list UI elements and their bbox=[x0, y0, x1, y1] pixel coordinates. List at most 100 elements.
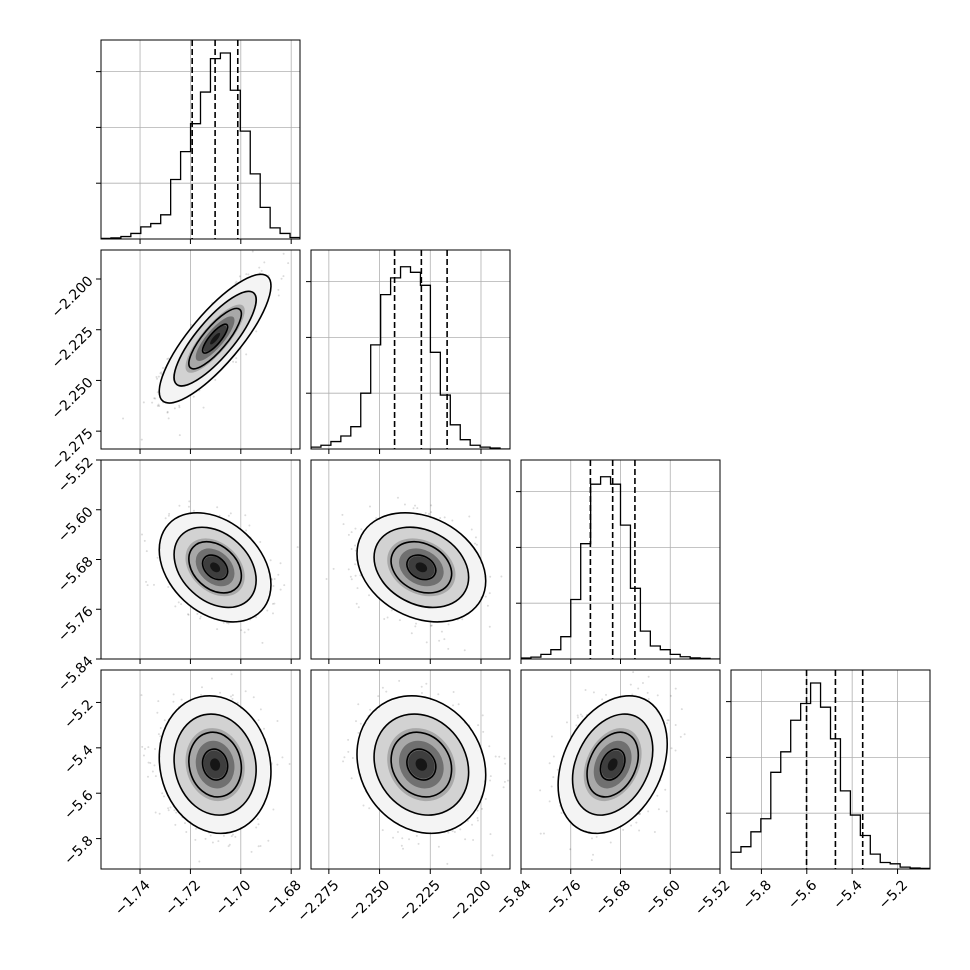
contour-line bbox=[373, 526, 470, 609]
scatter-point bbox=[263, 727, 266, 730]
scatter-point bbox=[247, 273, 250, 276]
scatter-point bbox=[424, 511, 427, 514]
scatter-point bbox=[154, 397, 157, 400]
scatter-point bbox=[468, 515, 471, 518]
scatter-point bbox=[180, 698, 183, 701]
scatter-point bbox=[158, 812, 161, 815]
contour-line bbox=[406, 554, 437, 581]
histogram-panel-0 bbox=[96, 39, 301, 244]
scatter-point bbox=[210, 677, 213, 680]
scatter-point bbox=[443, 638, 446, 641]
contour-line bbox=[201, 554, 229, 581]
scatter-point bbox=[227, 845, 230, 848]
scatter-point bbox=[211, 841, 214, 844]
scatter-point bbox=[282, 252, 285, 255]
scatter-point bbox=[168, 512, 171, 515]
scatter-point bbox=[219, 691, 222, 694]
scatter-point bbox=[200, 686, 203, 689]
scatter-point bbox=[354, 574, 357, 577]
panel-frame bbox=[100, 459, 301, 660]
scatter-point bbox=[386, 616, 389, 619]
scatter-point bbox=[202, 406, 205, 409]
scatter-point bbox=[272, 584, 275, 587]
scatter-point bbox=[172, 700, 175, 703]
scatter-point bbox=[332, 567, 335, 570]
scatter-point bbox=[447, 647, 450, 650]
scatter-point bbox=[142, 401, 145, 404]
scatter-point bbox=[152, 583, 155, 586]
scatter-point bbox=[438, 639, 441, 642]
scatter-point bbox=[235, 361, 238, 364]
scatter-point bbox=[354, 544, 357, 547]
scatter-point bbox=[227, 622, 230, 625]
scatter-point bbox=[430, 624, 433, 627]
contour-line bbox=[158, 273, 272, 404]
scatter-point bbox=[166, 357, 169, 360]
scatter-point bbox=[167, 357, 170, 360]
scatter-point bbox=[238, 275, 241, 278]
scatter-point bbox=[256, 818, 259, 821]
scatter-point bbox=[277, 288, 280, 291]
scatter-point bbox=[269, 559, 272, 562]
scatter-point bbox=[169, 806, 172, 809]
scatter-point bbox=[146, 584, 149, 587]
scatter-point bbox=[486, 604, 489, 607]
scatter-point bbox=[192, 509, 195, 512]
scatter-point bbox=[257, 845, 260, 848]
scatter-point bbox=[204, 837, 207, 840]
scatter-panel-0-3 bbox=[96, 669, 301, 874]
scatter-point bbox=[396, 496, 399, 499]
panel-frame bbox=[100, 39, 301, 240]
scatter-point bbox=[231, 694, 234, 697]
scatter-point bbox=[167, 586, 170, 589]
scatter-point bbox=[474, 536, 477, 539]
scatter-point bbox=[425, 641, 428, 644]
scatter-point bbox=[228, 843, 231, 846]
scatter-point bbox=[167, 807, 170, 810]
scatter-point bbox=[273, 578, 276, 581]
scatter-point bbox=[194, 838, 197, 841]
scatter-point bbox=[355, 602, 358, 605]
scatter-point bbox=[232, 360, 235, 363]
contour-line bbox=[390, 540, 453, 594]
scatter-point bbox=[430, 504, 433, 507]
scatter-point bbox=[166, 410, 169, 413]
scatter-point bbox=[341, 513, 344, 516]
scatter-point bbox=[244, 690, 247, 693]
scatter-point bbox=[153, 764, 156, 767]
scatter-point bbox=[272, 808, 275, 811]
scatter-point bbox=[187, 505, 190, 508]
scatter-point bbox=[178, 406, 181, 409]
scatter-point bbox=[167, 809, 170, 812]
scatter-point bbox=[244, 514, 247, 517]
scatter-point bbox=[229, 695, 232, 698]
scatter-point bbox=[156, 404, 159, 407]
scatter-point bbox=[142, 754, 145, 757]
scatter-point bbox=[196, 612, 199, 615]
scatter-point bbox=[159, 372, 162, 375]
scatter-point bbox=[231, 697, 234, 700]
scatter-point bbox=[350, 547, 353, 550]
scatter-point bbox=[475, 543, 478, 546]
contour-line bbox=[173, 526, 257, 609]
scatter-point bbox=[263, 261, 266, 264]
scatter-point bbox=[271, 602, 274, 605]
scatter-point bbox=[217, 840, 220, 843]
scatter-point bbox=[162, 795, 165, 798]
scatter-point bbox=[428, 512, 431, 515]
scatter-point bbox=[140, 438, 143, 441]
scatter-point bbox=[403, 503, 406, 506]
scatter-point bbox=[359, 574, 362, 577]
scatter-panel-1-2 bbox=[310, 459, 511, 664]
scatter-point bbox=[222, 834, 225, 837]
scatter-point bbox=[360, 528, 363, 531]
scatter-point bbox=[280, 277, 283, 280]
scatter-point bbox=[167, 514, 170, 517]
scatter-point bbox=[154, 748, 157, 751]
scatter-point bbox=[383, 618, 386, 621]
scatter-point bbox=[252, 696, 255, 699]
scatter-point bbox=[199, 617, 202, 620]
density-fill bbox=[210, 332, 221, 345]
scatter-point bbox=[325, 578, 328, 581]
scatter-point bbox=[245, 353, 248, 356]
